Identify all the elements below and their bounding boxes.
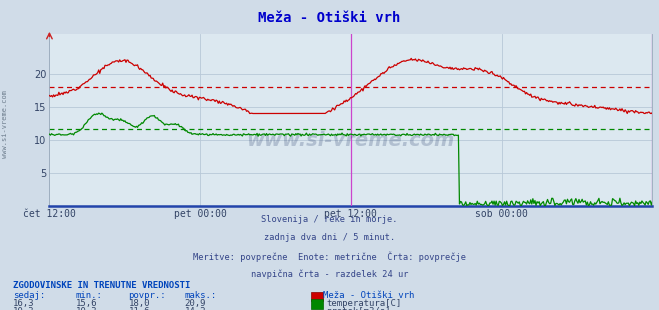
Text: maks.:: maks.: (185, 291, 217, 300)
Text: www.si-vreme.com: www.si-vreme.com (246, 131, 455, 150)
Text: zadnja dva dni / 5 minut.: zadnja dva dni / 5 minut. (264, 233, 395, 242)
Text: navpična črta - razdelek 24 ur: navpična črta - razdelek 24 ur (251, 269, 408, 279)
Text: 20,9: 20,9 (185, 299, 206, 308)
Text: min.:: min.: (76, 291, 103, 300)
Text: temperatura[C]: temperatura[C] (326, 299, 401, 308)
Text: www.si-vreme.com: www.si-vreme.com (1, 90, 8, 158)
Text: Meža - Otiški vrh: Meža - Otiški vrh (323, 291, 415, 300)
Text: povpr.:: povpr.: (129, 291, 166, 300)
Text: sedaj:: sedaj: (13, 291, 45, 300)
Text: ZGODOVINSKE IN TRENUTNE VREDNOSTI: ZGODOVINSKE IN TRENUTNE VREDNOSTI (13, 281, 190, 290)
Text: 11,6: 11,6 (129, 307, 150, 310)
Text: Slovenija / reke in morje.: Slovenija / reke in morje. (261, 215, 398, 224)
Text: 15,6: 15,6 (76, 299, 98, 308)
Text: 10,3: 10,3 (13, 307, 35, 310)
Text: 16,3: 16,3 (13, 299, 35, 308)
Text: pretok[m3/s]: pretok[m3/s] (326, 307, 391, 310)
Text: Meža - Otiški vrh: Meža - Otiški vrh (258, 11, 401, 25)
Text: Meritve: povprečne  Enote: metrične  Črta: povprečje: Meritve: povprečne Enote: metrične Črta:… (193, 251, 466, 262)
Text: 14,2: 14,2 (185, 307, 206, 310)
Text: 10,3: 10,3 (76, 307, 98, 310)
Text: 18,0: 18,0 (129, 299, 150, 308)
